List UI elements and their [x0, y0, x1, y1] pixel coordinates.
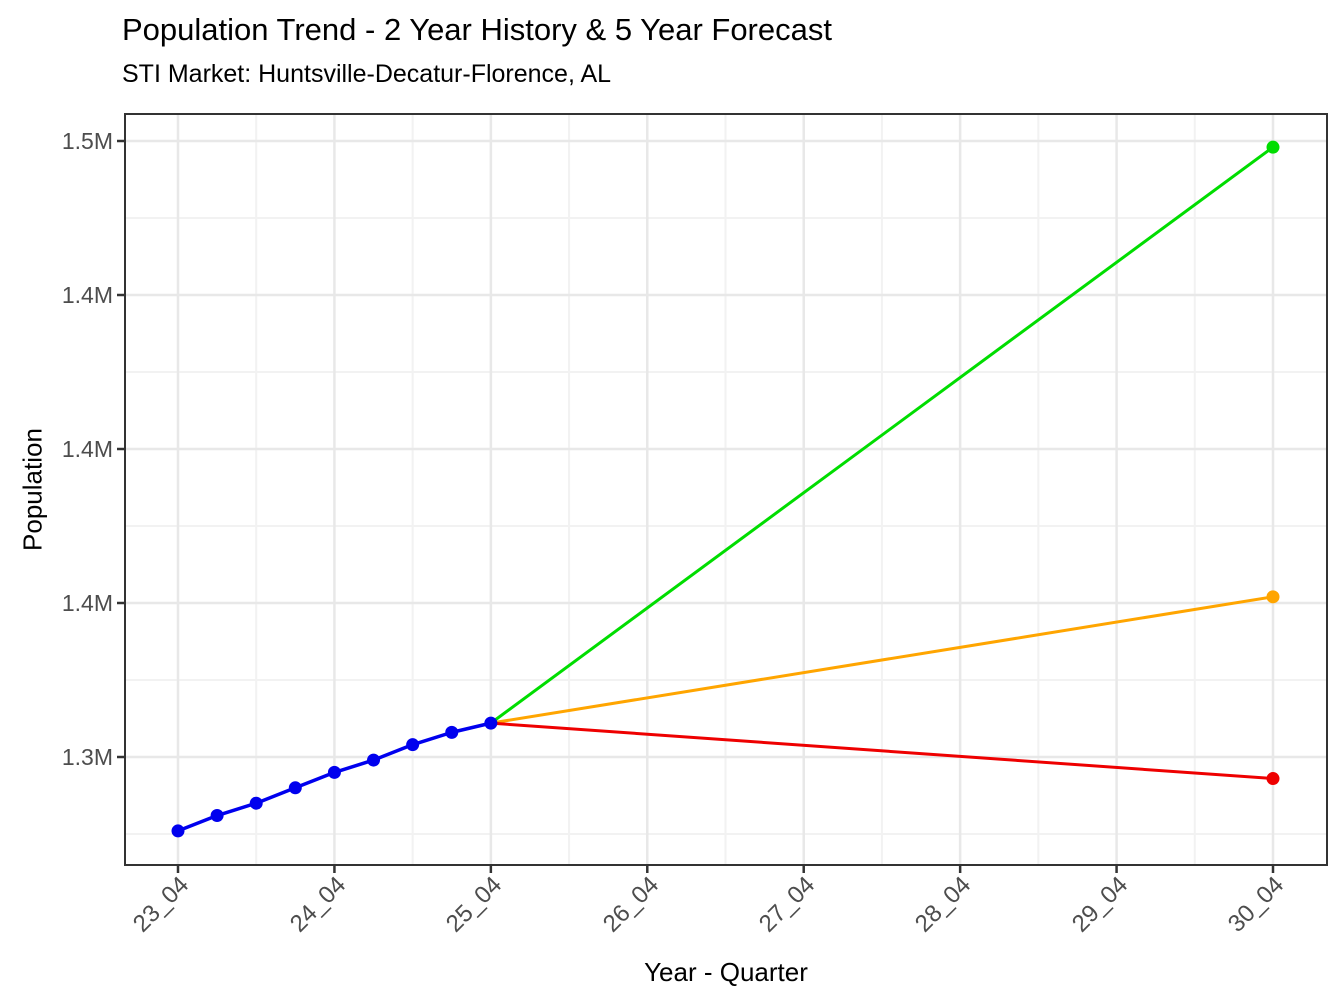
y-tick-label: 1.4M	[61, 436, 113, 462]
forecast-low-point	[1266, 772, 1280, 786]
history-point	[484, 716, 498, 730]
history-point	[367, 753, 381, 767]
x-axis-title: Year - Quarter	[644, 957, 808, 987]
chart-title: Population Trend - 2 Year History & 5 Ye…	[122, 12, 832, 47]
history-point	[445, 725, 459, 739]
panel-border	[124, 113, 1328, 866]
history-point	[210, 809, 224, 823]
forecast-high-point	[1266, 140, 1280, 154]
y-tick-label: 1.5M	[61, 128, 113, 154]
forecast-high-line	[489, 145, 1275, 725]
history-point	[249, 796, 263, 810]
y-tick-label: 1.3M	[61, 744, 113, 770]
history-point	[406, 738, 420, 752]
y-tick-label: 1.4M	[61, 282, 113, 308]
history-point	[171, 824, 185, 838]
y-axis-title: Population	[17, 428, 48, 551]
forecast-mid-line	[489, 595, 1275, 725]
y-tick-label: 1.4M	[61, 590, 113, 616]
chart-subtitle: STI Market: Huntsville-Decatur-Florence,…	[122, 60, 612, 88]
forecast-low-line	[489, 721, 1275, 781]
history-point	[288, 781, 302, 795]
forecast-mid-point	[1266, 590, 1280, 604]
history-point	[327, 765, 341, 779]
